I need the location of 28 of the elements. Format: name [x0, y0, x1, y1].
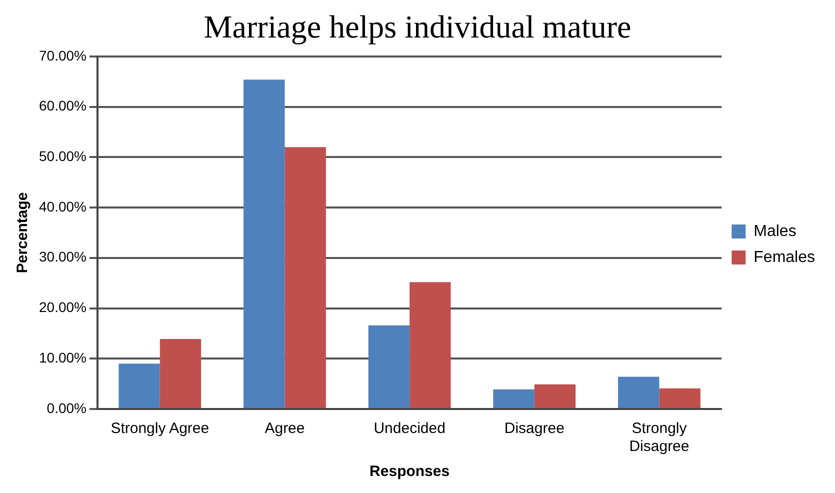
legend-label: Females: [754, 248, 816, 266]
bar: [160, 338, 202, 408]
bar: [118, 364, 160, 408]
bar: [284, 147, 326, 408]
bar: [410, 282, 451, 408]
bar: [368, 325, 410, 408]
bar: [244, 80, 285, 408]
bar: [493, 389, 534, 408]
x-tick-label: Undecided: [374, 420, 446, 438]
bar: [618, 376, 660, 408]
x-tick-label: Strongly Agree: [110, 420, 210, 438]
y-tick-label: 50.00%: [39, 148, 86, 164]
x-tick-label: Disagree: [504, 420, 564, 438]
x-axis-title: Responses: [370, 463, 450, 480]
chart-title: Marriage helps individual mature: [204, 8, 632, 45]
y-tick-label: 0.00%: [46, 400, 86, 416]
y-tick-label: 70.00%: [39, 47, 86, 64]
y-axis-title: Percentage: [14, 192, 32, 274]
y-tick-label: 40.00%: [39, 198, 86, 214]
y-tick-label: 10.00%: [39, 349, 86, 366]
bar: [659, 388, 700, 408]
bar: [534, 384, 576, 408]
legend-label: Males: [754, 222, 796, 240]
y-tick-label: 20.00%: [39, 299, 86, 316]
y-tick-label: 60.00%: [39, 98, 86, 114]
x-tick-label: Agree: [264, 420, 305, 438]
x-tick-label: Strongly Disagree: [629, 420, 690, 456]
y-tick-label: 30.00%: [39, 248, 86, 265]
